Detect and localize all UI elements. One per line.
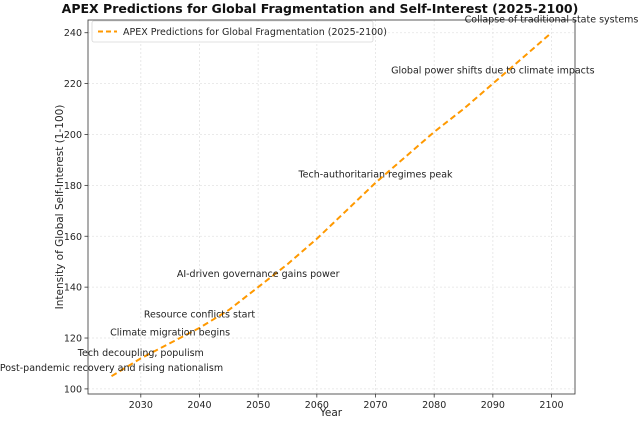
annotation-text: Global power shifts due to climate impac… xyxy=(391,65,595,76)
x-tick-label: 2070 xyxy=(363,400,387,411)
annotations: Post-pandemic recovery and rising nation… xyxy=(0,15,638,375)
y-tick-label: 120 xyxy=(64,334,82,345)
annotation-text: Resource conflicts start xyxy=(144,310,256,321)
series-line xyxy=(110,31,553,378)
y-tick-label: 180 xyxy=(64,181,82,192)
annotation-text: Climate migration begins xyxy=(110,327,230,338)
chart-title: APEX Predictions for Global Fragmentatio… xyxy=(62,1,579,16)
plot-frame xyxy=(87,19,576,395)
grid xyxy=(88,20,575,394)
legend-box xyxy=(91,20,374,43)
x-tick-label: 2050 xyxy=(246,400,270,411)
y-tick-label: 140 xyxy=(64,283,82,294)
y-tick-label: 160 xyxy=(64,232,82,243)
y-axis-label: Intensity of Global Self-Interest (1-100… xyxy=(54,105,66,310)
x-tick-label: 2040 xyxy=(187,400,211,411)
x-tick-label: 2080 xyxy=(422,400,446,411)
annotation-text: Collapse of traditional state systems xyxy=(465,15,639,26)
x-axis-label: Year xyxy=(319,407,343,419)
x-tick-label: 2090 xyxy=(481,400,505,411)
annotation-text: Post-pandemic recovery and rising nation… xyxy=(0,363,223,374)
series-layer xyxy=(110,31,553,378)
legend: APEX Predictions for Global Fragmentatio… xyxy=(91,20,387,43)
axis-ticks: 2030 2040 2050 2060 2070 2080 2090 2100 100 120 14… xyxy=(64,28,564,411)
y-tick-label: 200 xyxy=(64,130,82,141)
annotation-text: Tech-authoritarian regimes peak xyxy=(297,170,453,181)
x-tick-label: 2060 xyxy=(305,400,329,411)
y-tick-label: 240 xyxy=(64,28,82,39)
annotation-text: Tech decoupling, populism xyxy=(77,348,204,359)
y-tick-label: 100 xyxy=(64,384,82,395)
y-tick-label: 220 xyxy=(64,79,82,90)
annotation-text: AI-driven governance gains power xyxy=(177,269,340,280)
x-tick-label: 2030 xyxy=(129,400,153,411)
legend-entry: APEX Predictions for Global Fragmentatio… xyxy=(123,27,387,38)
x-tick-label: 2100 xyxy=(539,400,563,411)
